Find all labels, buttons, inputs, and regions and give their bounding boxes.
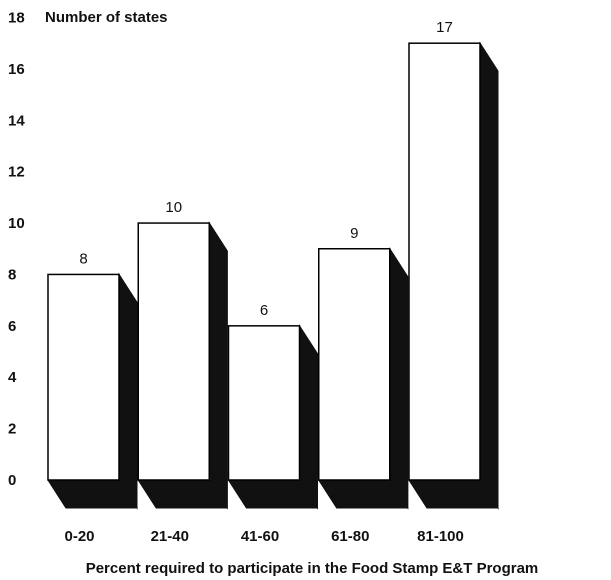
bar xyxy=(227,325,301,481)
y-tick-label: 6 xyxy=(8,318,16,335)
y-axis-title: Number of states xyxy=(45,9,168,26)
y-tick-label: 10 xyxy=(8,215,25,232)
x-axis-title: Percent required to participate in the F… xyxy=(86,560,539,577)
y-tick-label: 18 xyxy=(8,10,25,27)
bar-value-label: 8 xyxy=(79,250,87,267)
bar xyxy=(318,248,391,481)
y-tick-label: 4 xyxy=(8,369,17,386)
y-tick-label: 16 xyxy=(8,61,25,78)
bar xyxy=(137,222,210,481)
x-tick-label: 41-60 xyxy=(241,528,279,545)
y-tick-label: 0 xyxy=(8,472,16,489)
value-label-layer: 8 10 6 9 17 xyxy=(79,19,453,319)
bar-side xyxy=(299,324,318,510)
category-label-layer: 0-20 21-40 41-60 61-80 81-100 xyxy=(64,528,463,545)
y-tick-label: 8 xyxy=(8,266,16,283)
bar-value-label: 10 xyxy=(165,199,182,216)
bar-value-label: 9 xyxy=(350,225,358,242)
bar xyxy=(47,273,120,481)
y-tick-label: 14 xyxy=(8,112,25,129)
y-tick-label: 2 xyxy=(8,421,16,438)
bar-value-label: 6 xyxy=(260,302,268,319)
bar-side xyxy=(389,247,409,510)
bar-value-label: 17 xyxy=(436,19,453,36)
bar-side xyxy=(118,272,138,510)
bar-layer xyxy=(47,42,481,481)
y-tick-label-layer: 0 2 4 6 8 10 12 14 16 18 xyxy=(8,10,25,490)
x-tick-label: 0-20 xyxy=(64,528,94,545)
bar xyxy=(408,42,481,481)
y-tick-label: 12 xyxy=(8,164,25,181)
x-tick-label: 81-100 xyxy=(417,528,464,545)
x-tick-label: 21-40 xyxy=(151,528,189,545)
bar-side xyxy=(208,221,228,510)
bar-side xyxy=(479,41,499,510)
x-tick-label: 61-80 xyxy=(331,528,369,545)
